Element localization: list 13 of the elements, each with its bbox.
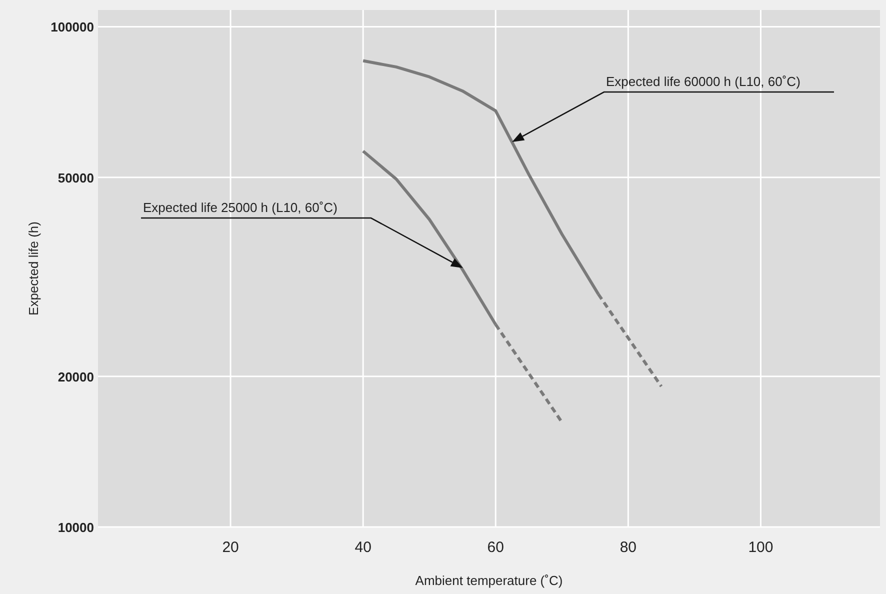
annotation: Expected life 25000 h (L10, 60˚C) [143, 200, 338, 215]
y-tick-label: 20000 [58, 369, 94, 384]
x-tick-label: 60 [487, 539, 504, 556]
x-tick-label: 100 [748, 539, 774, 556]
x-tick-label: 20 [222, 539, 239, 556]
x-axis-title: Ambient temperature (˚C) [415, 573, 563, 588]
x-tick-label: 80 [620, 539, 637, 556]
annotation: Expected life 60000 h (L10, 60˚C) [606, 74, 800, 89]
y-tick-label: 100000 [50, 20, 94, 35]
y-tick-label: 50000 [58, 170, 94, 186]
y-axis-title: Expected life (h) [26, 222, 41, 316]
x-tick-label: 40 [354, 539, 372, 556]
y-tick-label: 10000 [58, 520, 94, 535]
